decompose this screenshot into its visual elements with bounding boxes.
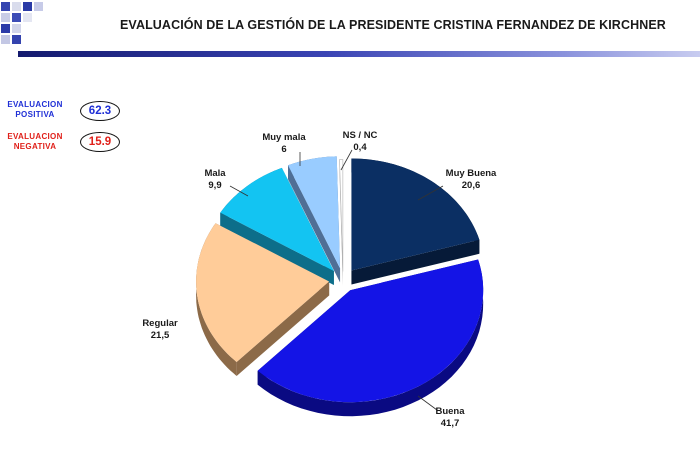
pie-leader-line	[229, 185, 249, 197]
pie-slice-label: Regular	[142, 318, 178, 329]
pie-leader-line	[417, 185, 444, 201]
evaluation-negative-value: 15.9	[80, 132, 120, 152]
pie-slice-value-label: 9,9	[208, 180, 221, 191]
pie-leader-line	[340, 149, 353, 171]
pie-slice-label: Buena	[435, 406, 465, 417]
pie-slice-label: NS / NC	[343, 130, 378, 141]
pie-slice-regular	[196, 223, 330, 362]
pie-slice-value-label: 21,5	[151, 330, 170, 341]
pie-slice-label: Muy mala	[262, 132, 306, 143]
evaluation-negative-label-line1: EVALUACION	[7, 132, 63, 141]
evaluation-negative-label: EVALUACION NEGATIVA	[6, 132, 64, 152]
evaluation-positive-label-line2: POSITIVA	[15, 110, 55, 119]
pie-slice-label: Muy Buena	[446, 168, 497, 179]
pie-slice-label: Mala	[204, 168, 226, 179]
pie-slice-side	[196, 223, 237, 376]
pie-slice-muy-mala	[288, 156, 341, 269]
pie-slice-value-label: 6	[281, 144, 286, 155]
title-underline-bar	[18, 51, 700, 57]
evaluation-positive-label-line1: EVALUACION	[7, 100, 63, 109]
evaluation-positive-label: EVALUACION POSITIVA	[6, 100, 64, 120]
pie-slice-muy-buena	[351, 158, 480, 271]
pie-slice-buena	[257, 259, 484, 403]
pie-slice-ns-nc	[339, 159, 344, 272]
brand-logo	[0, 0, 60, 52]
pie-slice-cut	[220, 212, 334, 285]
pie-slice-cut	[288, 165, 341, 283]
evaluation-positive-value: 62.3	[80, 101, 120, 121]
page-title: EVALUACIÓN DE LA GESTIÓN DE LA PRESIDENT…	[120, 18, 666, 32]
pie-slice-value-label: 20,6	[462, 180, 481, 191]
pie-slice-cut	[236, 281, 330, 376]
pie-slice-value-label: 0,4	[353, 142, 367, 153]
pie-leader-line	[417, 395, 438, 411]
pie-slice-mala	[220, 167, 334, 271]
pie-slice-cut	[351, 239, 480, 285]
evaluation-negative-label-line2: NEGATIVA	[13, 142, 57, 151]
pie-slice-value-label: 41,7	[441, 418, 460, 429]
